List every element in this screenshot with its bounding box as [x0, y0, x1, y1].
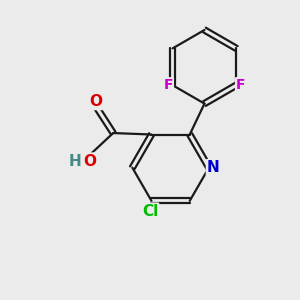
Text: Cl: Cl [142, 204, 158, 219]
Text: F: F [164, 78, 173, 92]
Text: O: O [89, 94, 102, 109]
Text: N: N [207, 160, 220, 175]
Text: O: O [83, 154, 96, 169]
Text: H: H [68, 154, 81, 169]
Text: F: F [236, 78, 245, 92]
